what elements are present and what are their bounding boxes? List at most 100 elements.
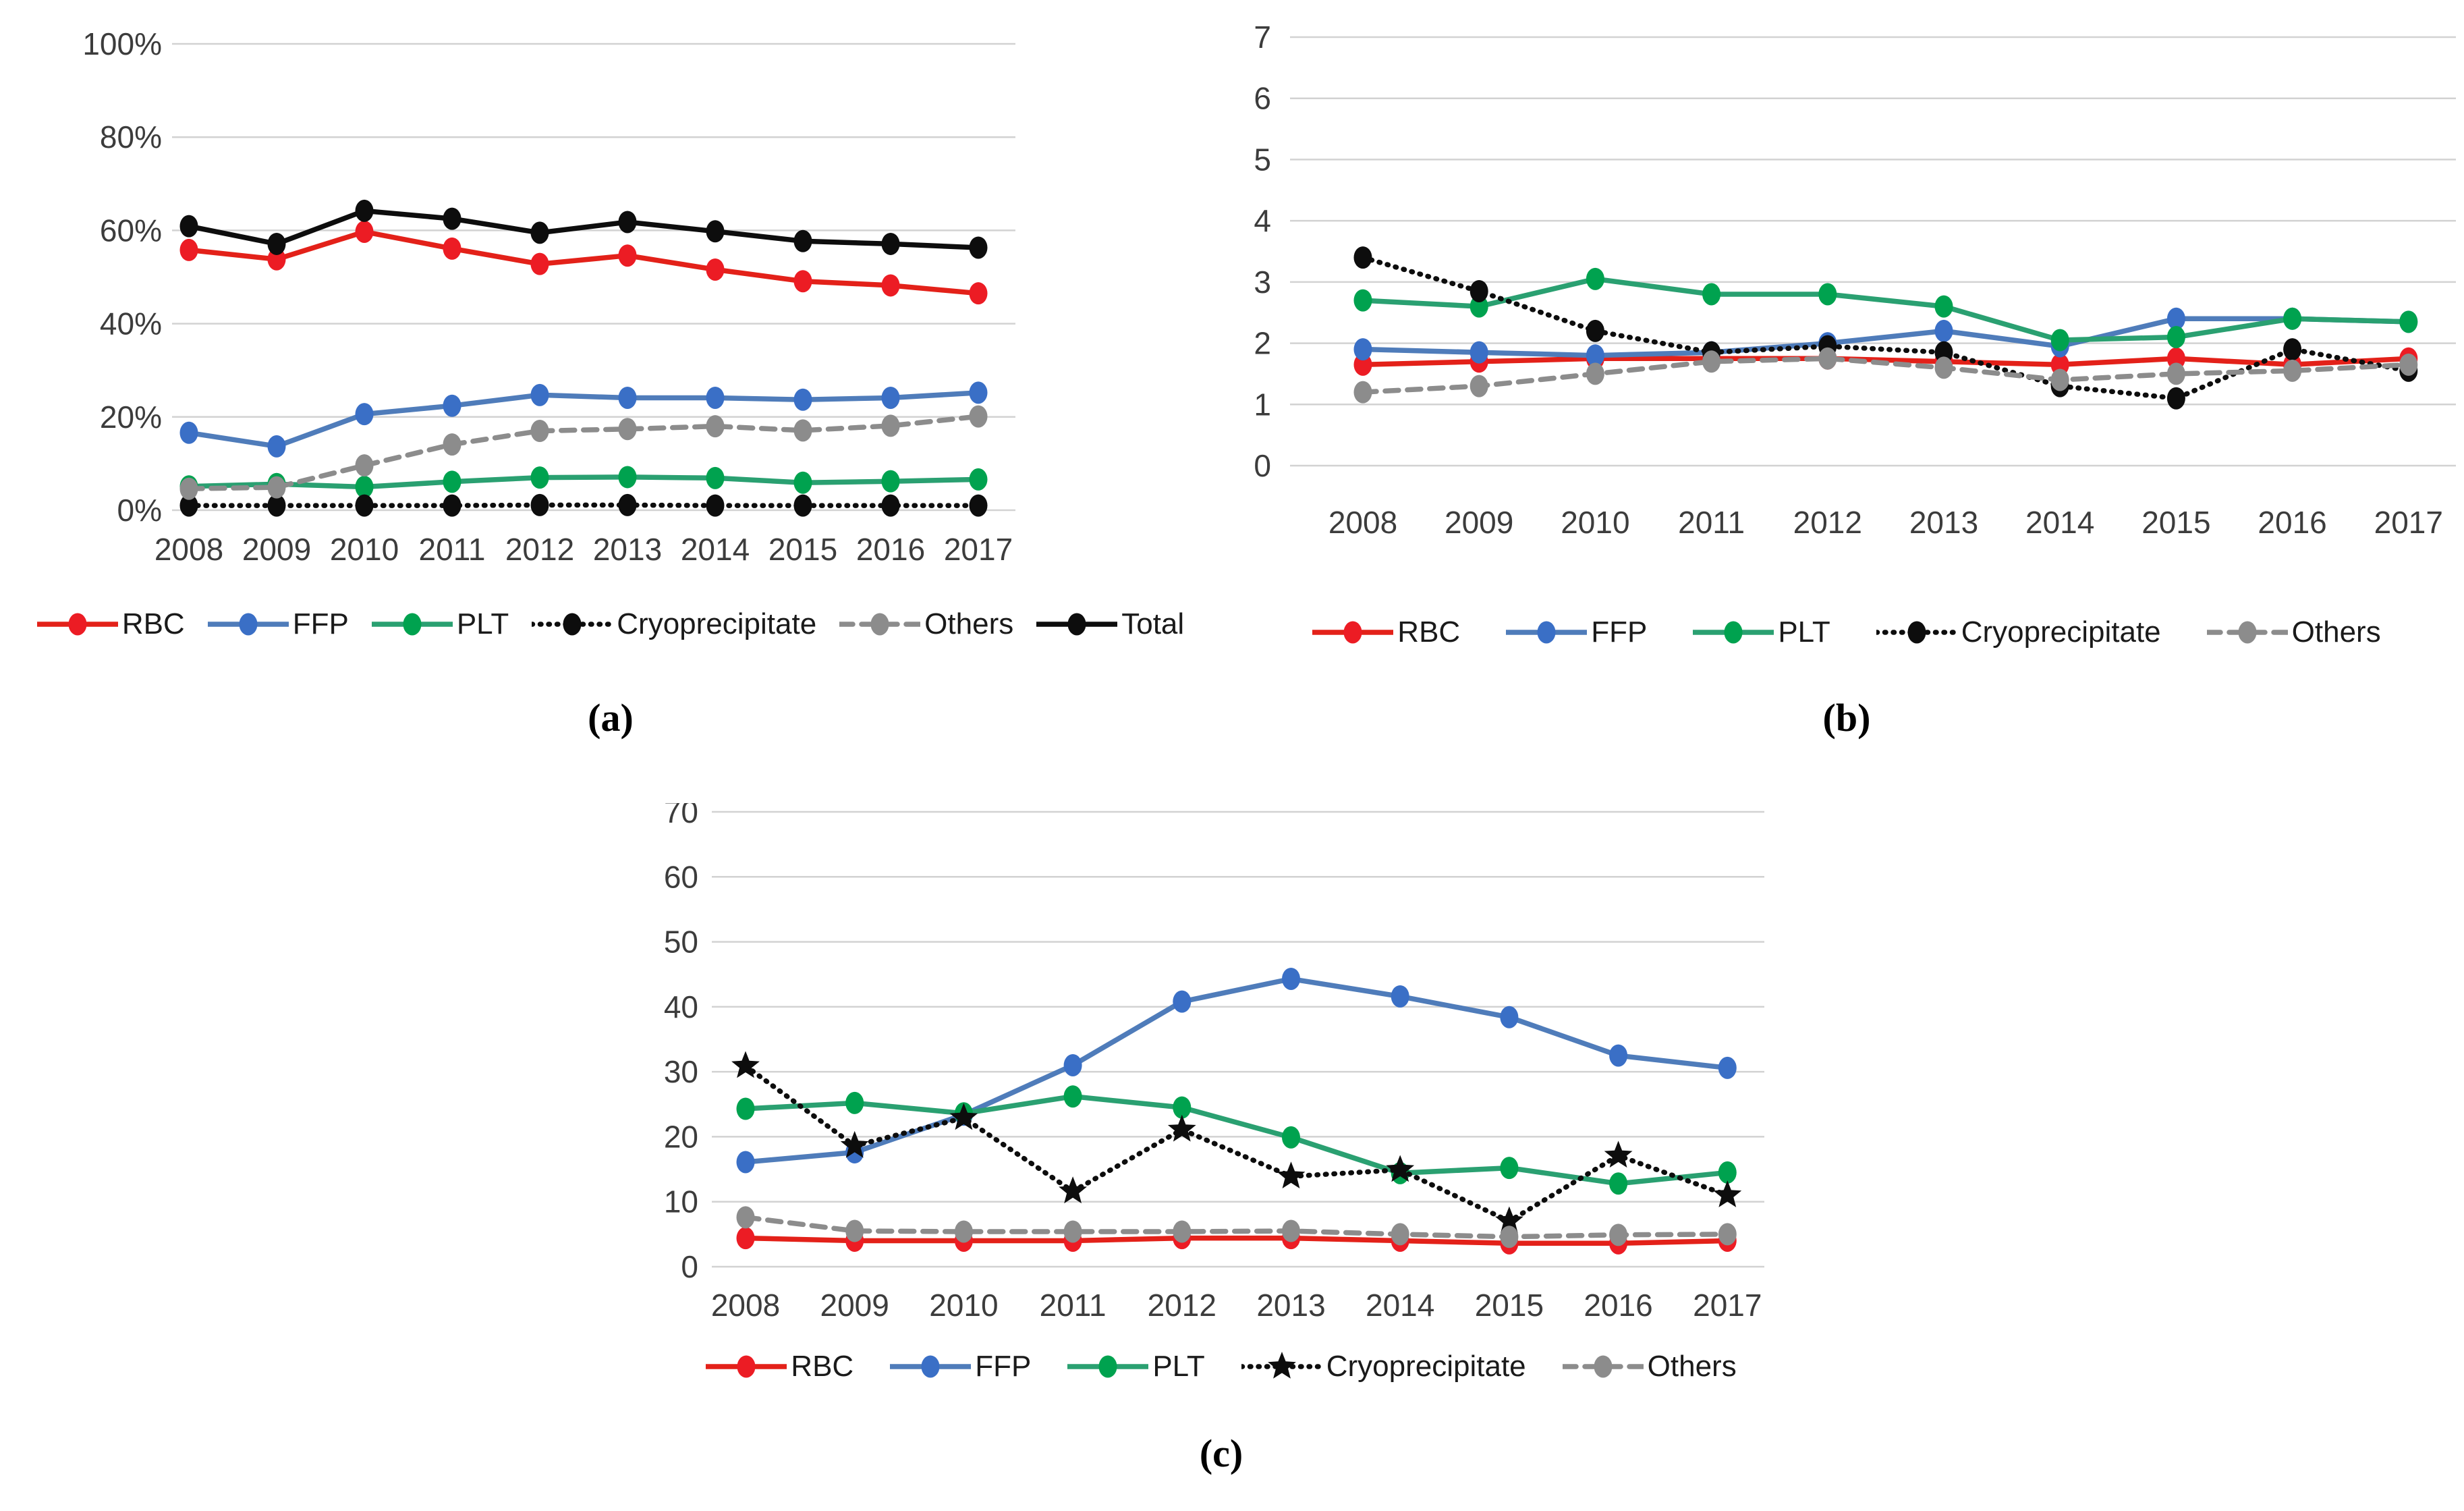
series-cryoprecipitate-marker bbox=[355, 494, 374, 517]
series-others-marker bbox=[1173, 1220, 1192, 1243]
series-others-marker bbox=[969, 405, 988, 428]
y-tick-label: 1 bbox=[1254, 387, 1271, 422]
legend-rbc-marker bbox=[737, 1355, 756, 1378]
series-ffp-marker bbox=[267, 435, 286, 458]
legend-ffp-marker bbox=[921, 1355, 940, 1378]
legend-cryoprecipitate-marker bbox=[1267, 1352, 1296, 1379]
series-others-marker bbox=[1702, 350, 1721, 373]
legend-swatch-ffp-icon bbox=[1506, 621, 1588, 644]
x-tick-label: 2010 bbox=[929, 1288, 998, 1323]
x-tick-label: 2011 bbox=[1678, 505, 1745, 540]
x-tick-label: 2011 bbox=[419, 532, 486, 567]
series-cryoprecipitate-marker bbox=[1167, 1114, 1196, 1142]
series-ffp-line bbox=[1362, 316, 2409, 358]
series-others-marker bbox=[1818, 347, 1837, 370]
legend-swatch-plt-icon bbox=[371, 613, 453, 636]
y-tick-label: 30 bbox=[664, 1054, 698, 1089]
series-rbc-marker bbox=[1353, 353, 1372, 376]
series-cryoprecipitate-marker bbox=[949, 1103, 978, 1130]
series-total-marker bbox=[443, 207, 461, 230]
legend-label: FFP bbox=[975, 1350, 1032, 1383]
series-plt-line bbox=[188, 474, 979, 490]
series-rbc-marker bbox=[443, 237, 461, 260]
legend-item-rbc: RBC bbox=[36, 607, 185, 641]
legend-swatch-plt-icon bbox=[1693, 621, 1774, 644]
chart-a-x-axis: 2008 2009 2010 2011 2012 2013 2014 2015 2016 2017 bbox=[155, 532, 1013, 567]
y-tick-label: 60 bbox=[664, 859, 698, 894]
series-total-marker bbox=[881, 232, 900, 255]
series-rbc-line bbox=[1362, 356, 2409, 368]
x-tick-label: 2014 bbox=[2025, 505, 2094, 540]
x-tick-label: 2016 bbox=[2258, 505, 2326, 540]
x-tick-label: 2016 bbox=[856, 532, 925, 567]
y-tick-label: 100% bbox=[82, 26, 162, 61]
series-cryoprecipitate-marker bbox=[443, 494, 461, 517]
legend-swatch-cryoprecipitate-icon bbox=[1876, 621, 1957, 644]
legend-swatch-rbc-icon bbox=[36, 613, 118, 636]
x-tick-label: 2008 bbox=[155, 532, 223, 567]
legend-label: Cryoprecipitate bbox=[1326, 1350, 1526, 1383]
x-tick-label: 2015 bbox=[1475, 1288, 1544, 1323]
legend-swatch-ffp-icon bbox=[890, 1355, 972, 1378]
series-others-marker bbox=[1586, 362, 1604, 385]
series-others-marker bbox=[954, 1220, 973, 1243]
series-ffp-line bbox=[745, 976, 1728, 1165]
series-others-marker bbox=[179, 477, 198, 500]
legend-swatch-plt-icon bbox=[1067, 1355, 1149, 1378]
x-tick-label: 2012 bbox=[505, 532, 574, 567]
series-rbc-marker bbox=[706, 258, 725, 281]
series-others-marker bbox=[1282, 1219, 1300, 1242]
series-cryoprecipitate-marker bbox=[530, 493, 549, 516]
series-cryoprecipitate-marker bbox=[793, 494, 812, 517]
x-tick-label: 2010 bbox=[1561, 505, 1629, 540]
series-plt-marker bbox=[1173, 1096, 1192, 1119]
y-tick-label: 10 bbox=[664, 1184, 698, 1219]
series-cryoprecipitate-marker bbox=[706, 494, 725, 517]
series-cryoprecipitate bbox=[731, 1051, 1742, 1234]
legend-swatch-total-icon bbox=[1036, 613, 1118, 636]
series-ffp-marker bbox=[1500, 1006, 1519, 1028]
legend-label: RBC bbox=[791, 1350, 854, 1383]
x-tick-label: 2009 bbox=[820, 1288, 889, 1323]
series-rbc-marker bbox=[179, 238, 198, 261]
series-ffp-marker bbox=[1469, 341, 1488, 364]
series-cryoprecipitate-line bbox=[743, 1063, 1731, 1224]
legend-plt-marker bbox=[403, 613, 422, 636]
legend-label: Others bbox=[2291, 615, 2381, 649]
series-plt-marker bbox=[1586, 267, 1604, 290]
series-others-marker bbox=[267, 476, 286, 499]
series-cryoprecipitate-marker bbox=[179, 494, 198, 517]
legend-cryoprecipitate-marker bbox=[563, 613, 582, 636]
series-ffp-marker bbox=[969, 381, 988, 404]
legend-others-marker bbox=[2238, 621, 2257, 644]
series-total-marker bbox=[530, 221, 549, 244]
series-others-marker bbox=[881, 414, 900, 437]
series-others-marker bbox=[1391, 1223, 1409, 1246]
series-cryoprecipitate bbox=[1353, 246, 2418, 410]
series-ffp-line bbox=[188, 390, 979, 449]
series-plt-marker bbox=[1609, 1172, 1628, 1195]
legend-item-rbc: RBC bbox=[706, 1350, 853, 1383]
series-cryoprecipitate-marker bbox=[618, 493, 637, 516]
legend-item-others: Others bbox=[839, 607, 1013, 641]
legend-label: PLT bbox=[1152, 1350, 1205, 1383]
series-rbc-marker bbox=[2050, 353, 2069, 376]
y-tick-label: 60% bbox=[100, 213, 162, 248]
series-total-marker bbox=[969, 236, 988, 259]
x-tick-label: 2012 bbox=[1148, 1288, 1216, 1323]
chart-a-legend: RBC FFP PLT Cryoprecipitate Others Total bbox=[0, 607, 1221, 641]
legend-item-ffp: FFP bbox=[1506, 615, 1647, 649]
series-others-marker bbox=[1500, 1226, 1519, 1248]
series-plt bbox=[1353, 267, 2418, 352]
series-others-marker bbox=[1469, 375, 1488, 397]
series-plt-marker bbox=[1282, 1126, 1300, 1149]
legend-swatch-others-icon bbox=[2206, 621, 2288, 644]
legend-ffp-marker bbox=[1537, 621, 1556, 644]
series-plt-marker bbox=[1718, 1161, 1737, 1184]
series-plt-marker bbox=[706, 466, 725, 489]
series-cryoprecipitate-marker bbox=[840, 1130, 869, 1158]
series-ffp-marker bbox=[736, 1151, 755, 1174]
series-cryoprecipitate-marker bbox=[2166, 387, 2185, 410]
legend-swatch-rbc-icon bbox=[706, 1355, 787, 1378]
y-tick-label: 4 bbox=[1254, 203, 1271, 238]
